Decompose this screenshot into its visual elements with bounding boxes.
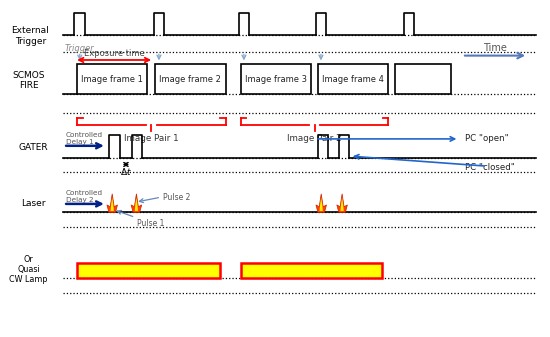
Text: PC "closed": PC "closed" xyxy=(465,163,515,172)
Text: Controlled: Controlled xyxy=(66,190,103,196)
Polygon shape xyxy=(107,194,118,212)
Text: Or
Quasi
CW Lamp: Or Quasi CW Lamp xyxy=(9,255,48,284)
Text: Exposure time: Exposure time xyxy=(84,49,145,58)
Bar xyxy=(155,64,226,94)
Text: Image Pair 1: Image Pair 1 xyxy=(124,133,179,143)
Text: Trigger: Trigger xyxy=(65,44,95,53)
Text: Laser: Laser xyxy=(21,200,45,208)
Polygon shape xyxy=(131,194,142,212)
Text: Image frame 3: Image frame 3 xyxy=(245,75,307,84)
Text: Image frame 1: Image frame 1 xyxy=(81,75,143,84)
Text: $\Delta t$: $\Delta t$ xyxy=(120,166,132,177)
Text: Time: Time xyxy=(483,43,507,53)
Text: Pulse 2: Pulse 2 xyxy=(163,193,190,202)
Bar xyxy=(318,64,388,94)
Text: External
Trigger: External Trigger xyxy=(12,26,49,46)
Polygon shape xyxy=(320,198,323,211)
Bar xyxy=(77,64,147,94)
Text: PC "open": PC "open" xyxy=(465,134,509,144)
Polygon shape xyxy=(337,194,348,212)
Text: Delay 1: Delay 1 xyxy=(66,139,94,145)
Text: Delay 2: Delay 2 xyxy=(66,197,94,203)
Text: Image frame 4: Image frame 4 xyxy=(322,75,384,84)
Text: SCMOS
FIRE: SCMOS FIRE xyxy=(12,70,45,90)
Polygon shape xyxy=(316,194,327,212)
Text: Image frame 2: Image frame 2 xyxy=(160,75,221,84)
Text: Image Pair 2: Image Pair 2 xyxy=(287,133,342,143)
Bar xyxy=(77,263,220,278)
Bar xyxy=(395,64,451,94)
Polygon shape xyxy=(340,198,344,211)
Text: Pulse 1: Pulse 1 xyxy=(137,219,164,228)
Text: GATER: GATER xyxy=(18,143,48,152)
Text: Controlled: Controlled xyxy=(66,132,103,138)
Bar xyxy=(241,64,311,94)
Polygon shape xyxy=(135,198,138,211)
Bar xyxy=(241,263,382,278)
Polygon shape xyxy=(111,198,114,211)
